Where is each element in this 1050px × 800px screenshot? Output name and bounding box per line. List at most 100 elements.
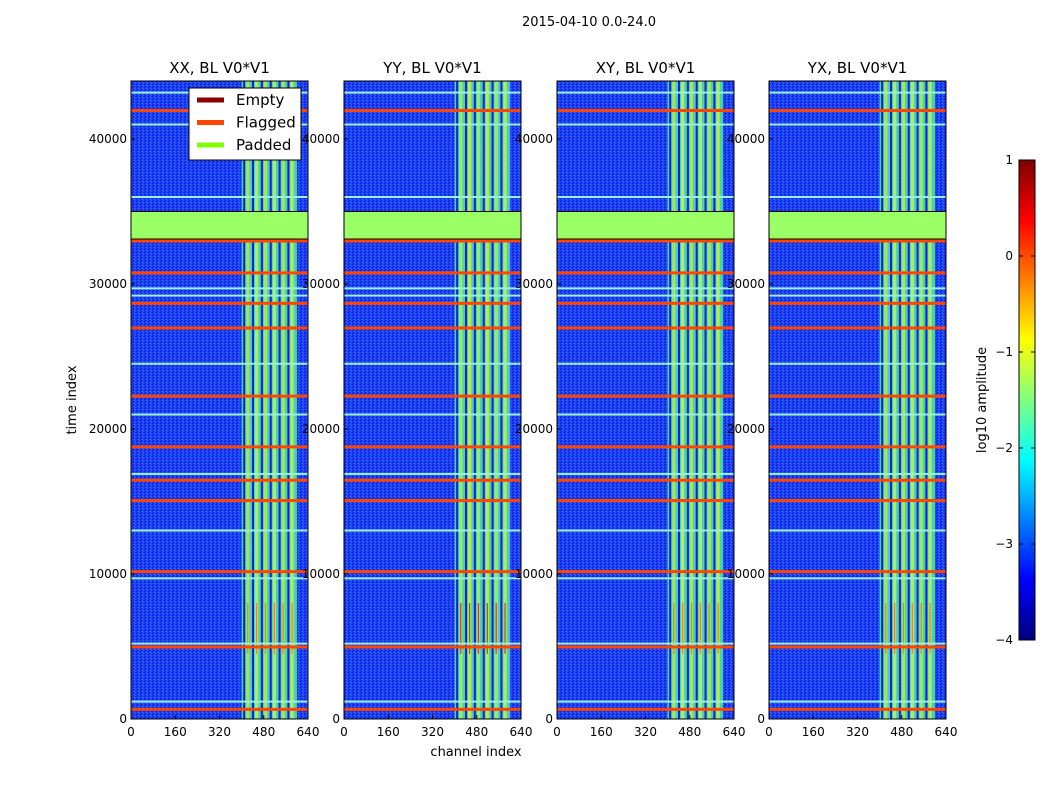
gap-column <box>907 81 910 719</box>
high-amplitude-patch <box>717 603 719 654</box>
y-tick-label: 40000 <box>515 132 553 146</box>
padded-row <box>769 413 946 416</box>
panel-title: YX, BL V0*V1 <box>807 59 908 77</box>
panel-3: YX, BL V0*V1 0 160 320 480 640 0 10000 20000 3000… <box>727 59 958 739</box>
x-tick-label: 480 <box>678 725 701 739</box>
high-amplitude-patch <box>902 603 905 654</box>
high-amplitude-patch <box>690 603 693 654</box>
padded-row <box>557 287 734 290</box>
padded-row <box>131 413 308 416</box>
signal-column <box>263 81 268 719</box>
colorbar-tick-label: −2 <box>995 441 1013 455</box>
x-tick-label: 320 <box>421 725 444 739</box>
colorbar-tick-label: 0 <box>1005 249 1013 263</box>
signal-column <box>494 81 498 719</box>
signal-column <box>910 81 914 719</box>
gap-column <box>916 81 919 719</box>
flagged-row <box>557 109 734 112</box>
y-tick-label: 20000 <box>727 422 765 436</box>
gap-column <box>890 81 893 719</box>
legend: Empty Flagged Padded <box>188 87 302 161</box>
y-tick-label: 30000 <box>515 277 553 291</box>
gap-column <box>278 81 281 719</box>
x-axis-label: channel index <box>430 745 521 760</box>
flagged-row <box>769 445 946 449</box>
signal-column <box>893 81 897 719</box>
panel-title: XX, BL V0*V1 <box>169 59 270 77</box>
high-amplitude-patch <box>885 603 887 654</box>
flagged-row <box>557 301 734 305</box>
panels: XX, BL V0*V1 0 160 320 480 640 0 10000 20000 3000… <box>89 59 958 739</box>
high-amplitude-patch <box>282 603 284 654</box>
padded-row <box>131 294 308 297</box>
flagged-row <box>131 239 308 243</box>
high-amplitude-patch <box>708 603 710 654</box>
signal-column <box>716 81 720 719</box>
padded-row <box>769 472 946 475</box>
flagged-row <box>769 645 946 649</box>
flagged-row <box>131 445 308 449</box>
high-amplitude-patch <box>460 603 462 654</box>
colorbar-tick-label: −3 <box>995 537 1013 551</box>
signal-column <box>255 81 259 719</box>
gap-column <box>287 81 290 719</box>
padded-row <box>769 91 946 94</box>
padded-row <box>557 294 734 297</box>
flagged-row <box>131 394 308 398</box>
gap-column <box>491 81 494 719</box>
x-tick-label: 160 <box>377 725 400 739</box>
padded-row <box>557 196 734 198</box>
x-tick-label: 160 <box>590 725 613 739</box>
y-tick-label: 20000 <box>515 422 553 436</box>
colorbar-tick-label: −1 <box>995 345 1013 359</box>
signal-column <box>290 81 294 719</box>
flagged-row <box>557 239 734 243</box>
flagged-row <box>344 478 521 482</box>
high-amplitude-patch <box>911 603 913 654</box>
padded-row <box>557 700 734 703</box>
gap-column <box>269 81 272 719</box>
high-amplitude-patch <box>291 603 293 654</box>
padded-row <box>769 362 946 365</box>
gap-column <box>260 81 263 719</box>
colorbar-tick-label: −4 <box>995 633 1013 647</box>
signal-column <box>459 81 463 719</box>
signal-column <box>707 81 711 719</box>
flagged-row <box>769 499 946 503</box>
flagged-row <box>344 394 521 398</box>
padded-block <box>557 211 734 240</box>
padded-row <box>769 196 946 198</box>
padded-row <box>769 642 946 645</box>
high-amplitude-patch <box>256 603 258 654</box>
colorbar: 1 0 −1 −2 −3 −4 log10 amplitude <box>975 153 1036 647</box>
gap-column <box>456 81 459 719</box>
gap-column <box>881 81 884 719</box>
legend-label: Empty <box>236 91 284 109</box>
flagged-row <box>344 301 521 305</box>
signal-column <box>884 81 888 719</box>
padded-row <box>344 91 521 94</box>
y-tick-label: 20000 <box>302 422 340 436</box>
flagged-row <box>769 271 946 275</box>
y-tick-label: 30000 <box>302 277 340 291</box>
padded-row <box>131 577 308 580</box>
flagged-row <box>557 394 734 398</box>
high-amplitude-patch <box>682 603 684 654</box>
y-tick-label: 0 <box>545 712 553 726</box>
high-amplitude-patch <box>894 603 896 654</box>
x-tick-label: 480 <box>252 725 275 739</box>
x-tick-label: 0 <box>340 725 348 739</box>
x-tick-label: 0 <box>127 725 135 739</box>
x-tick-label: 320 <box>846 725 869 739</box>
y-tick-label: 0 <box>332 712 340 726</box>
x-tick-label: 640 <box>297 725 320 739</box>
flagged-row <box>557 645 734 649</box>
flagged-row <box>769 109 946 112</box>
padded-row <box>344 287 521 290</box>
flagged-row <box>769 478 946 482</box>
panel-1: YY, BL V0*V1 0 160 320 480 640 0 10000 20000 3000… <box>302 59 533 739</box>
flagged-row <box>131 645 308 649</box>
gap-column <box>695 81 698 719</box>
flagged-row <box>557 326 734 330</box>
